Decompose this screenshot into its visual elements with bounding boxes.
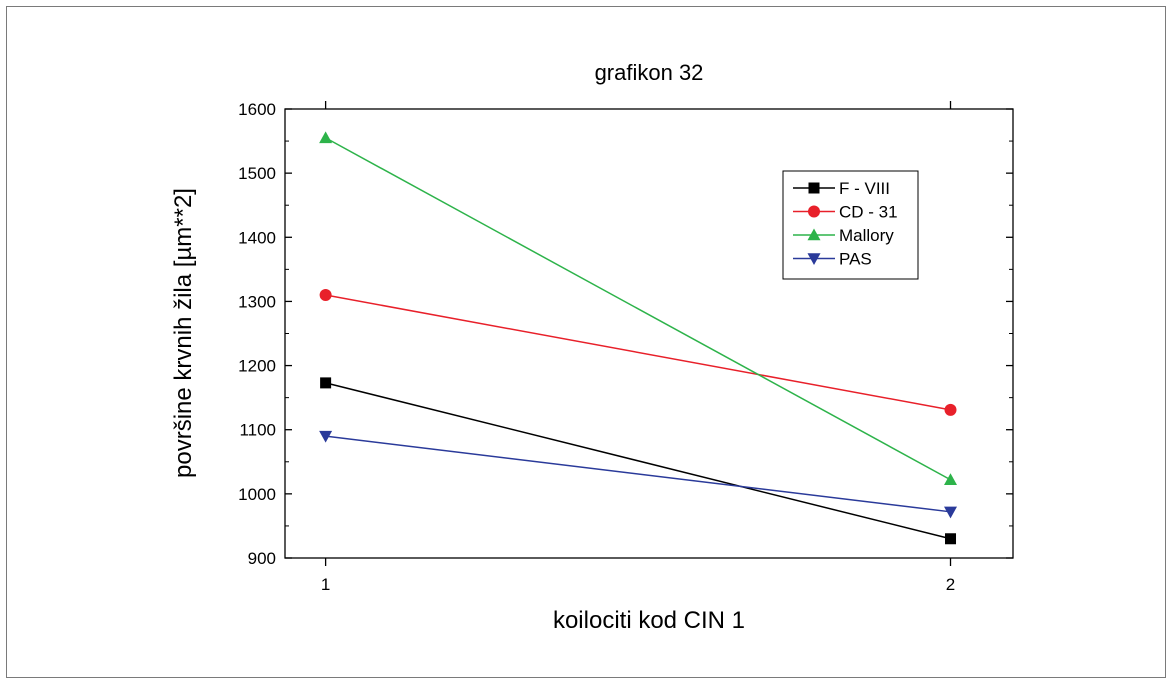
y-tick-label: 1100 xyxy=(239,421,276,440)
series-1 xyxy=(319,289,957,416)
series-3 xyxy=(319,430,958,519)
series-line xyxy=(325,137,951,481)
x-tick-label: 2 xyxy=(946,575,955,594)
legend-item: Mallory xyxy=(793,226,894,245)
legend-label: CD - 31 xyxy=(839,203,898,222)
legend-marker xyxy=(807,253,821,265)
legend-item: F - VIII xyxy=(793,179,890,198)
legend-item: PAS xyxy=(793,250,872,269)
y-axis-title: površine krvnih žila [µm**2] xyxy=(170,188,197,478)
y-tick-label: 1400 xyxy=(238,228,276,247)
legend-box xyxy=(782,170,919,280)
legend-label: PAS xyxy=(839,250,872,269)
series-line xyxy=(325,382,951,540)
y-axis: 900 1000 1100 1200 1300 1400 1500 1600 xyxy=(238,100,1013,568)
series-2 xyxy=(319,131,958,485)
y-tick-label: 1000 xyxy=(238,485,276,504)
legend-marker xyxy=(808,205,820,218)
legend-item: CD - 31 xyxy=(793,203,898,222)
series-line xyxy=(325,435,951,513)
data-point xyxy=(319,131,333,144)
chart-title: grafikon 32 xyxy=(595,60,704,85)
data-point xyxy=(320,377,332,389)
legend-label: F - VIII xyxy=(839,179,890,198)
chart-frame xyxy=(6,6,1166,678)
legend-marker xyxy=(808,182,820,194)
series-0 xyxy=(320,377,957,545)
legend-label: Mallory xyxy=(839,226,894,245)
y-tick-label: 1600 xyxy=(238,100,276,119)
y-tick-label: 1200 xyxy=(238,357,276,376)
y-tick-label: 900 xyxy=(248,549,276,568)
series-line xyxy=(325,294,951,411)
x-tick-label: 1 xyxy=(321,575,330,594)
data-point xyxy=(319,289,332,302)
legend-marker xyxy=(807,228,821,241)
legend: F - VIII CD - 31 Mallory PAS xyxy=(782,170,919,280)
series-layer xyxy=(319,131,958,545)
data-point xyxy=(319,430,333,443)
x-axis-title: koilociti kod CIN 1 xyxy=(553,607,745,634)
data-point xyxy=(944,506,958,519)
data-point xyxy=(945,533,957,545)
data-point xyxy=(944,473,958,485)
y-tick-label: 1300 xyxy=(238,292,276,311)
y-tick-label: 1500 xyxy=(238,164,276,183)
data-point xyxy=(944,403,957,416)
